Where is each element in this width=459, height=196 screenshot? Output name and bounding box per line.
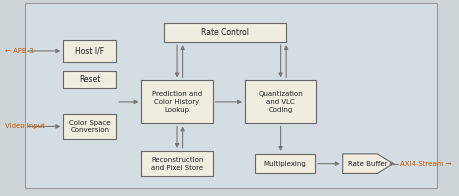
Text: AXI4-Stream →: AXI4-Stream →	[399, 161, 451, 167]
Text: ← APB-3: ← APB-3	[5, 48, 34, 54]
FancyBboxPatch shape	[25, 3, 436, 188]
FancyBboxPatch shape	[164, 23, 285, 42]
Text: Host I/F: Host I/F	[75, 46, 104, 55]
FancyBboxPatch shape	[63, 40, 116, 62]
FancyBboxPatch shape	[141, 151, 212, 176]
Text: Prediction and
Color History
Lookup: Prediction and Color History Lookup	[152, 91, 202, 113]
Text: Reset: Reset	[79, 75, 100, 84]
FancyBboxPatch shape	[244, 80, 316, 123]
Text: Reconstruction
and Pixel Store: Reconstruction and Pixel Store	[151, 157, 203, 171]
Text: Multiplexing: Multiplexing	[263, 161, 306, 167]
FancyBboxPatch shape	[255, 154, 314, 173]
FancyBboxPatch shape	[141, 80, 212, 123]
Text: Video Input: Video Input	[5, 123, 45, 129]
FancyBboxPatch shape	[63, 114, 116, 139]
FancyBboxPatch shape	[63, 71, 116, 88]
Text: Color Space
Conversion: Color Space Conversion	[69, 120, 110, 133]
Text: Rate Buffer: Rate Buffer	[347, 161, 387, 167]
Polygon shape	[342, 154, 392, 173]
Text: Rate Control: Rate Control	[201, 28, 249, 37]
Text: Quantization
and VLC
Coding: Quantization and VLC Coding	[257, 91, 302, 113]
